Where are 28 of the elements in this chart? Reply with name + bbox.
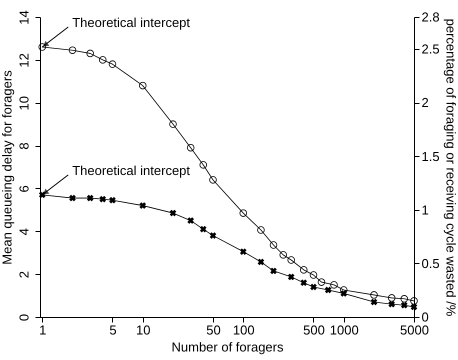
- y-tick-label: 4: [16, 228, 32, 236]
- y-tick-label: 14: [16, 10, 32, 25]
- y2-tick-label: 2.5: [422, 42, 440, 57]
- x-tick-label: 5000: [400, 322, 429, 338]
- y-tick-label: 10: [16, 96, 32, 110]
- y-tick-label: 2: [16, 271, 32, 278]
- y-tick-label: 12: [16, 53, 32, 68]
- y2-tick-label: 2: [422, 95, 429, 110]
- x-tick-label: 500: [303, 322, 325, 338]
- y2-axis-title: percentage of foraging or receiving cycle wasted /%: [444, 18, 458, 317]
- y-axis-title: Mean queueing delay for foragers: [0, 70, 14, 265]
- y2-tick-label: 2.8: [422, 10, 440, 24]
- y2-tick-label: 0: [422, 310, 429, 324]
- y2-tick-label: 0.5: [422, 256, 440, 271]
- x-tick-label: 1: [39, 322, 46, 338]
- x-tick-label: 50: [206, 322, 221, 338]
- y-tick-label: 6: [16, 185, 32, 193]
- x-tick-label: 5: [109, 322, 117, 338]
- annotation: Theoretical intercept: [72, 15, 190, 30]
- x-tick-label: 1000: [330, 322, 359, 338]
- y-tick-label: 8: [16, 142, 32, 150]
- annotation: Theoretical intercept: [72, 162, 190, 178]
- y-tick-label: 0: [16, 314, 32, 322]
- x-tick-label: 100: [232, 322, 255, 338]
- x-axis-title: Number of foragers: [172, 340, 284, 354]
- y2-tick-label: 1.5: [422, 148, 440, 164]
- x-tick-label: 10: [136, 322, 150, 338]
- y2-tick-label: 1: [422, 202, 429, 218]
